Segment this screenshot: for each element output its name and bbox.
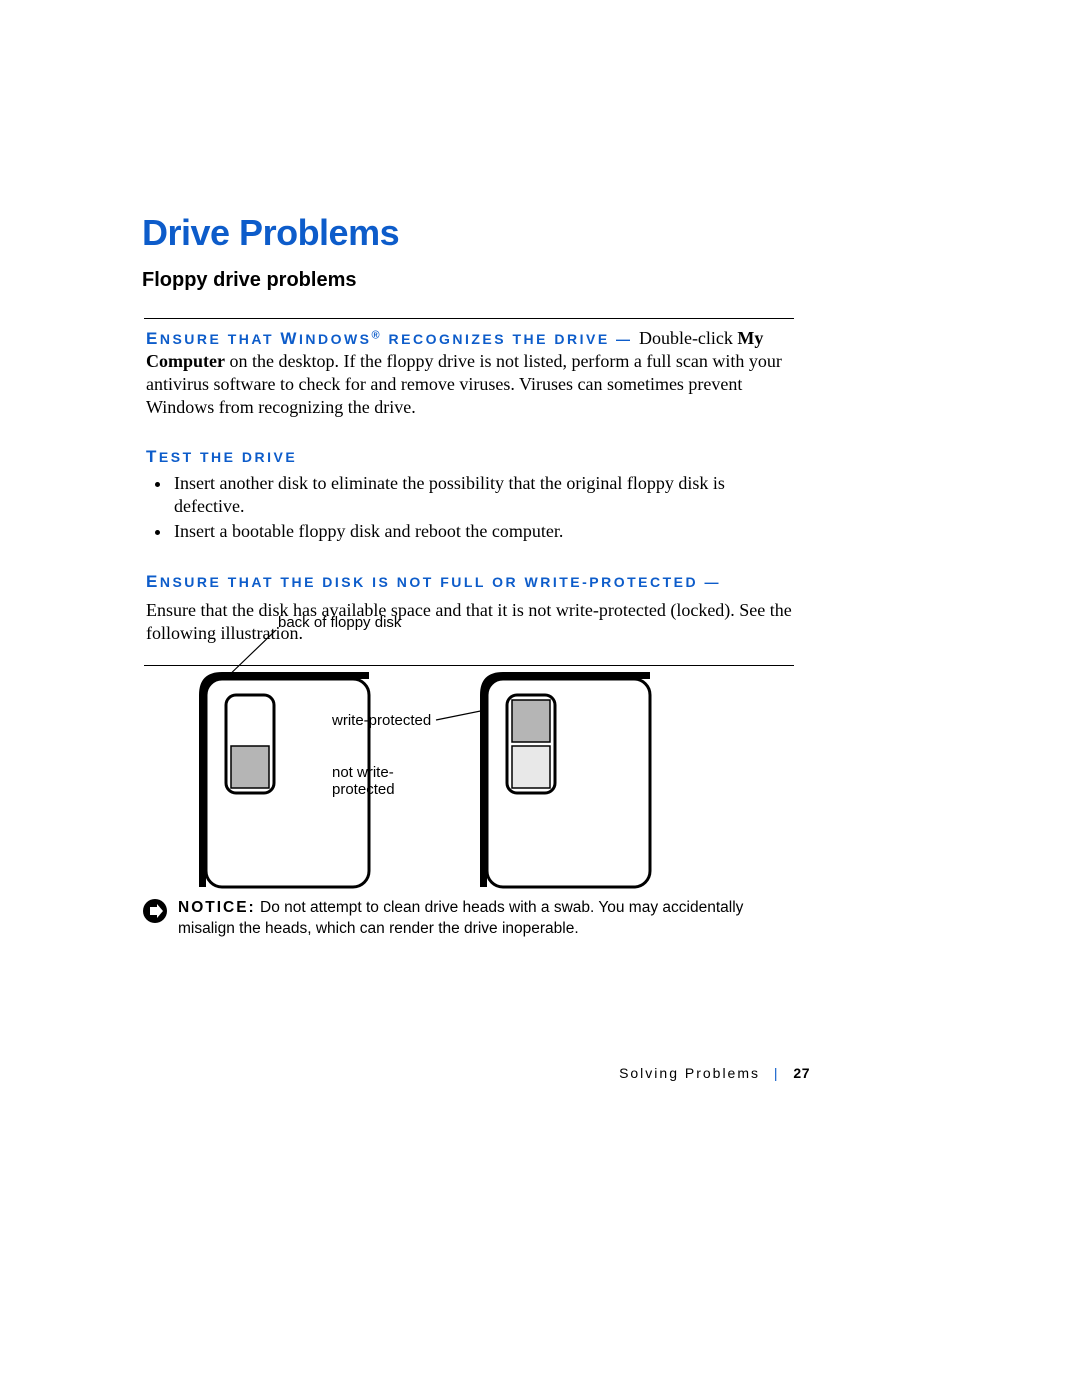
footer-divider: | — [766, 1065, 788, 1081]
full-heading: ENSURE THAT THE DISK IS NOT FULL OR WRIT… — [146, 571, 792, 593]
test-bullet-1: Insert another disk to eliminate the pos… — [172, 472, 792, 518]
recognize-heading: ENSURE THAT WINDOWS® RECOGNIZES THE DRIV… — [146, 331, 639, 347]
test-heading: TEST THE DRIVE — [146, 449, 297, 465]
section-recognize: ENSURE THAT WINDOWS® RECOGNIZES THE DRIV… — [146, 327, 792, 419]
footer-page-number: 27 — [793, 1065, 810, 1081]
footer-section: Solving Problems — [619, 1065, 760, 1081]
notice-text: NOTICE: Do not attempt to clean drive he… — [178, 898, 802, 940]
section-test: TEST THE DRIVE Insert another disk to el… — [146, 445, 792, 543]
test-bullets: Insert another disk to eliminate the pos… — [146, 472, 792, 543]
notice-label: NOTICE: — [178, 899, 256, 916]
notice-row: NOTICE: Do not attempt to clean drive he… — [142, 898, 802, 940]
page-footer: Solving Problems | 27 — [0, 1065, 810, 1081]
floppy-diagram: back of floppy disk write-protected not … — [144, 610, 794, 890]
section-subtitle: Floppy drive problems — [142, 269, 356, 292]
notice-body: Do not attempt to clean drive heads with… — [178, 899, 743, 937]
notice-arrow-icon — [142, 898, 168, 924]
label-not-write-protected: not write- protected — [332, 764, 395, 798]
label-write-protected: write-protected — [332, 712, 431, 729]
label-back-of-disk: back of floppy disk — [278, 614, 401, 631]
floppy-diagram-svg — [144, 610, 794, 890]
page-title: Drive Problems — [142, 212, 399, 254]
recognize-body-rest: on the desktop. If the floppy drive is n… — [146, 351, 782, 417]
recognize-body-prefix: Double-click — [639, 328, 737, 348]
test-bullet-2: Insert a bootable floppy disk and reboot… — [172, 520, 792, 543]
